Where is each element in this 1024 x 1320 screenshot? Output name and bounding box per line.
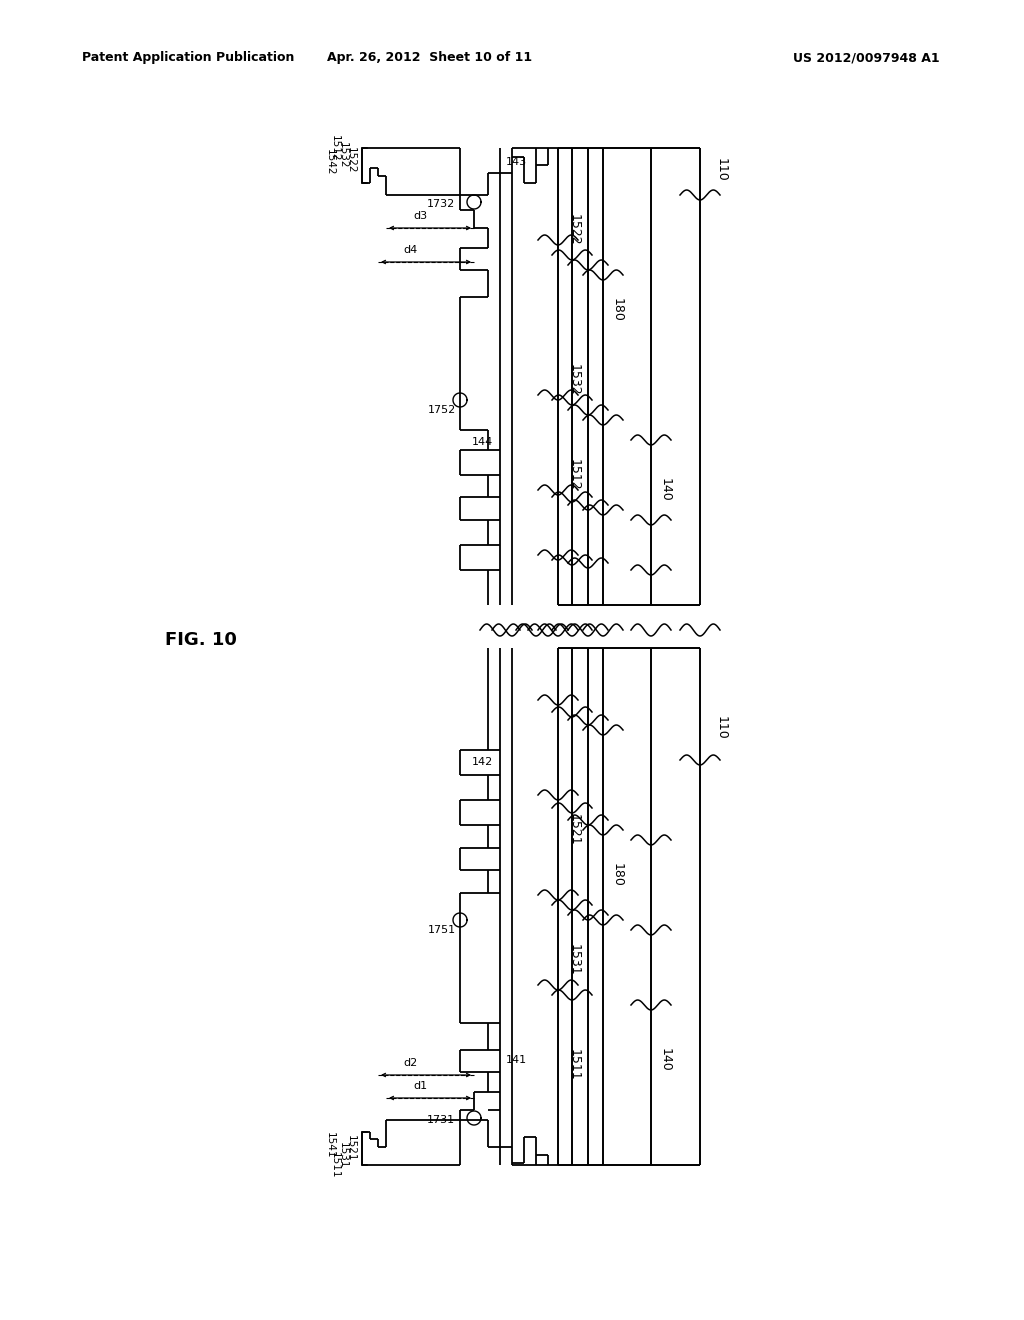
Text: 1512: 1512 xyxy=(330,135,340,161)
Text: 1522: 1522 xyxy=(568,214,581,246)
Text: 144: 144 xyxy=(472,437,494,447)
Text: 1521: 1521 xyxy=(346,1135,356,1162)
Text: 142: 142 xyxy=(472,756,494,767)
Text: Apr. 26, 2012  Sheet 10 of 11: Apr. 26, 2012 Sheet 10 of 11 xyxy=(328,51,532,65)
Text: 1511: 1511 xyxy=(330,1152,340,1179)
Text: 1532: 1532 xyxy=(568,364,581,396)
Text: 1511: 1511 xyxy=(568,1049,581,1081)
Text: 1521: 1521 xyxy=(568,814,581,846)
Text: 1512: 1512 xyxy=(568,459,581,491)
Text: 140: 140 xyxy=(659,1048,672,1072)
Text: d2: d2 xyxy=(402,1059,417,1068)
Text: d3: d3 xyxy=(413,211,427,220)
Text: 141: 141 xyxy=(506,1055,527,1065)
Text: 1532: 1532 xyxy=(338,141,348,168)
Text: 143: 143 xyxy=(506,157,527,168)
Text: 1541: 1541 xyxy=(325,1131,335,1158)
Text: 1732: 1732 xyxy=(427,199,455,209)
Text: d4: d4 xyxy=(402,246,417,255)
Text: 110: 110 xyxy=(715,717,728,741)
Text: 180: 180 xyxy=(611,863,624,887)
Text: d1: d1 xyxy=(413,1081,427,1092)
Text: 140: 140 xyxy=(659,478,672,502)
Text: 1542: 1542 xyxy=(325,149,335,176)
Text: 1751: 1751 xyxy=(428,925,456,935)
Text: 1531: 1531 xyxy=(338,1142,348,1168)
Text: US 2012/0097948 A1: US 2012/0097948 A1 xyxy=(794,51,940,65)
Text: 1531: 1531 xyxy=(568,944,581,975)
Text: 1731: 1731 xyxy=(427,1115,455,1125)
Text: 1752: 1752 xyxy=(428,405,456,414)
Text: 110: 110 xyxy=(715,158,728,182)
Text: 1522: 1522 xyxy=(346,147,356,173)
Text: 180: 180 xyxy=(611,298,624,322)
Text: FIG. 10: FIG. 10 xyxy=(165,631,237,649)
Text: Patent Application Publication: Patent Application Publication xyxy=(82,51,294,65)
